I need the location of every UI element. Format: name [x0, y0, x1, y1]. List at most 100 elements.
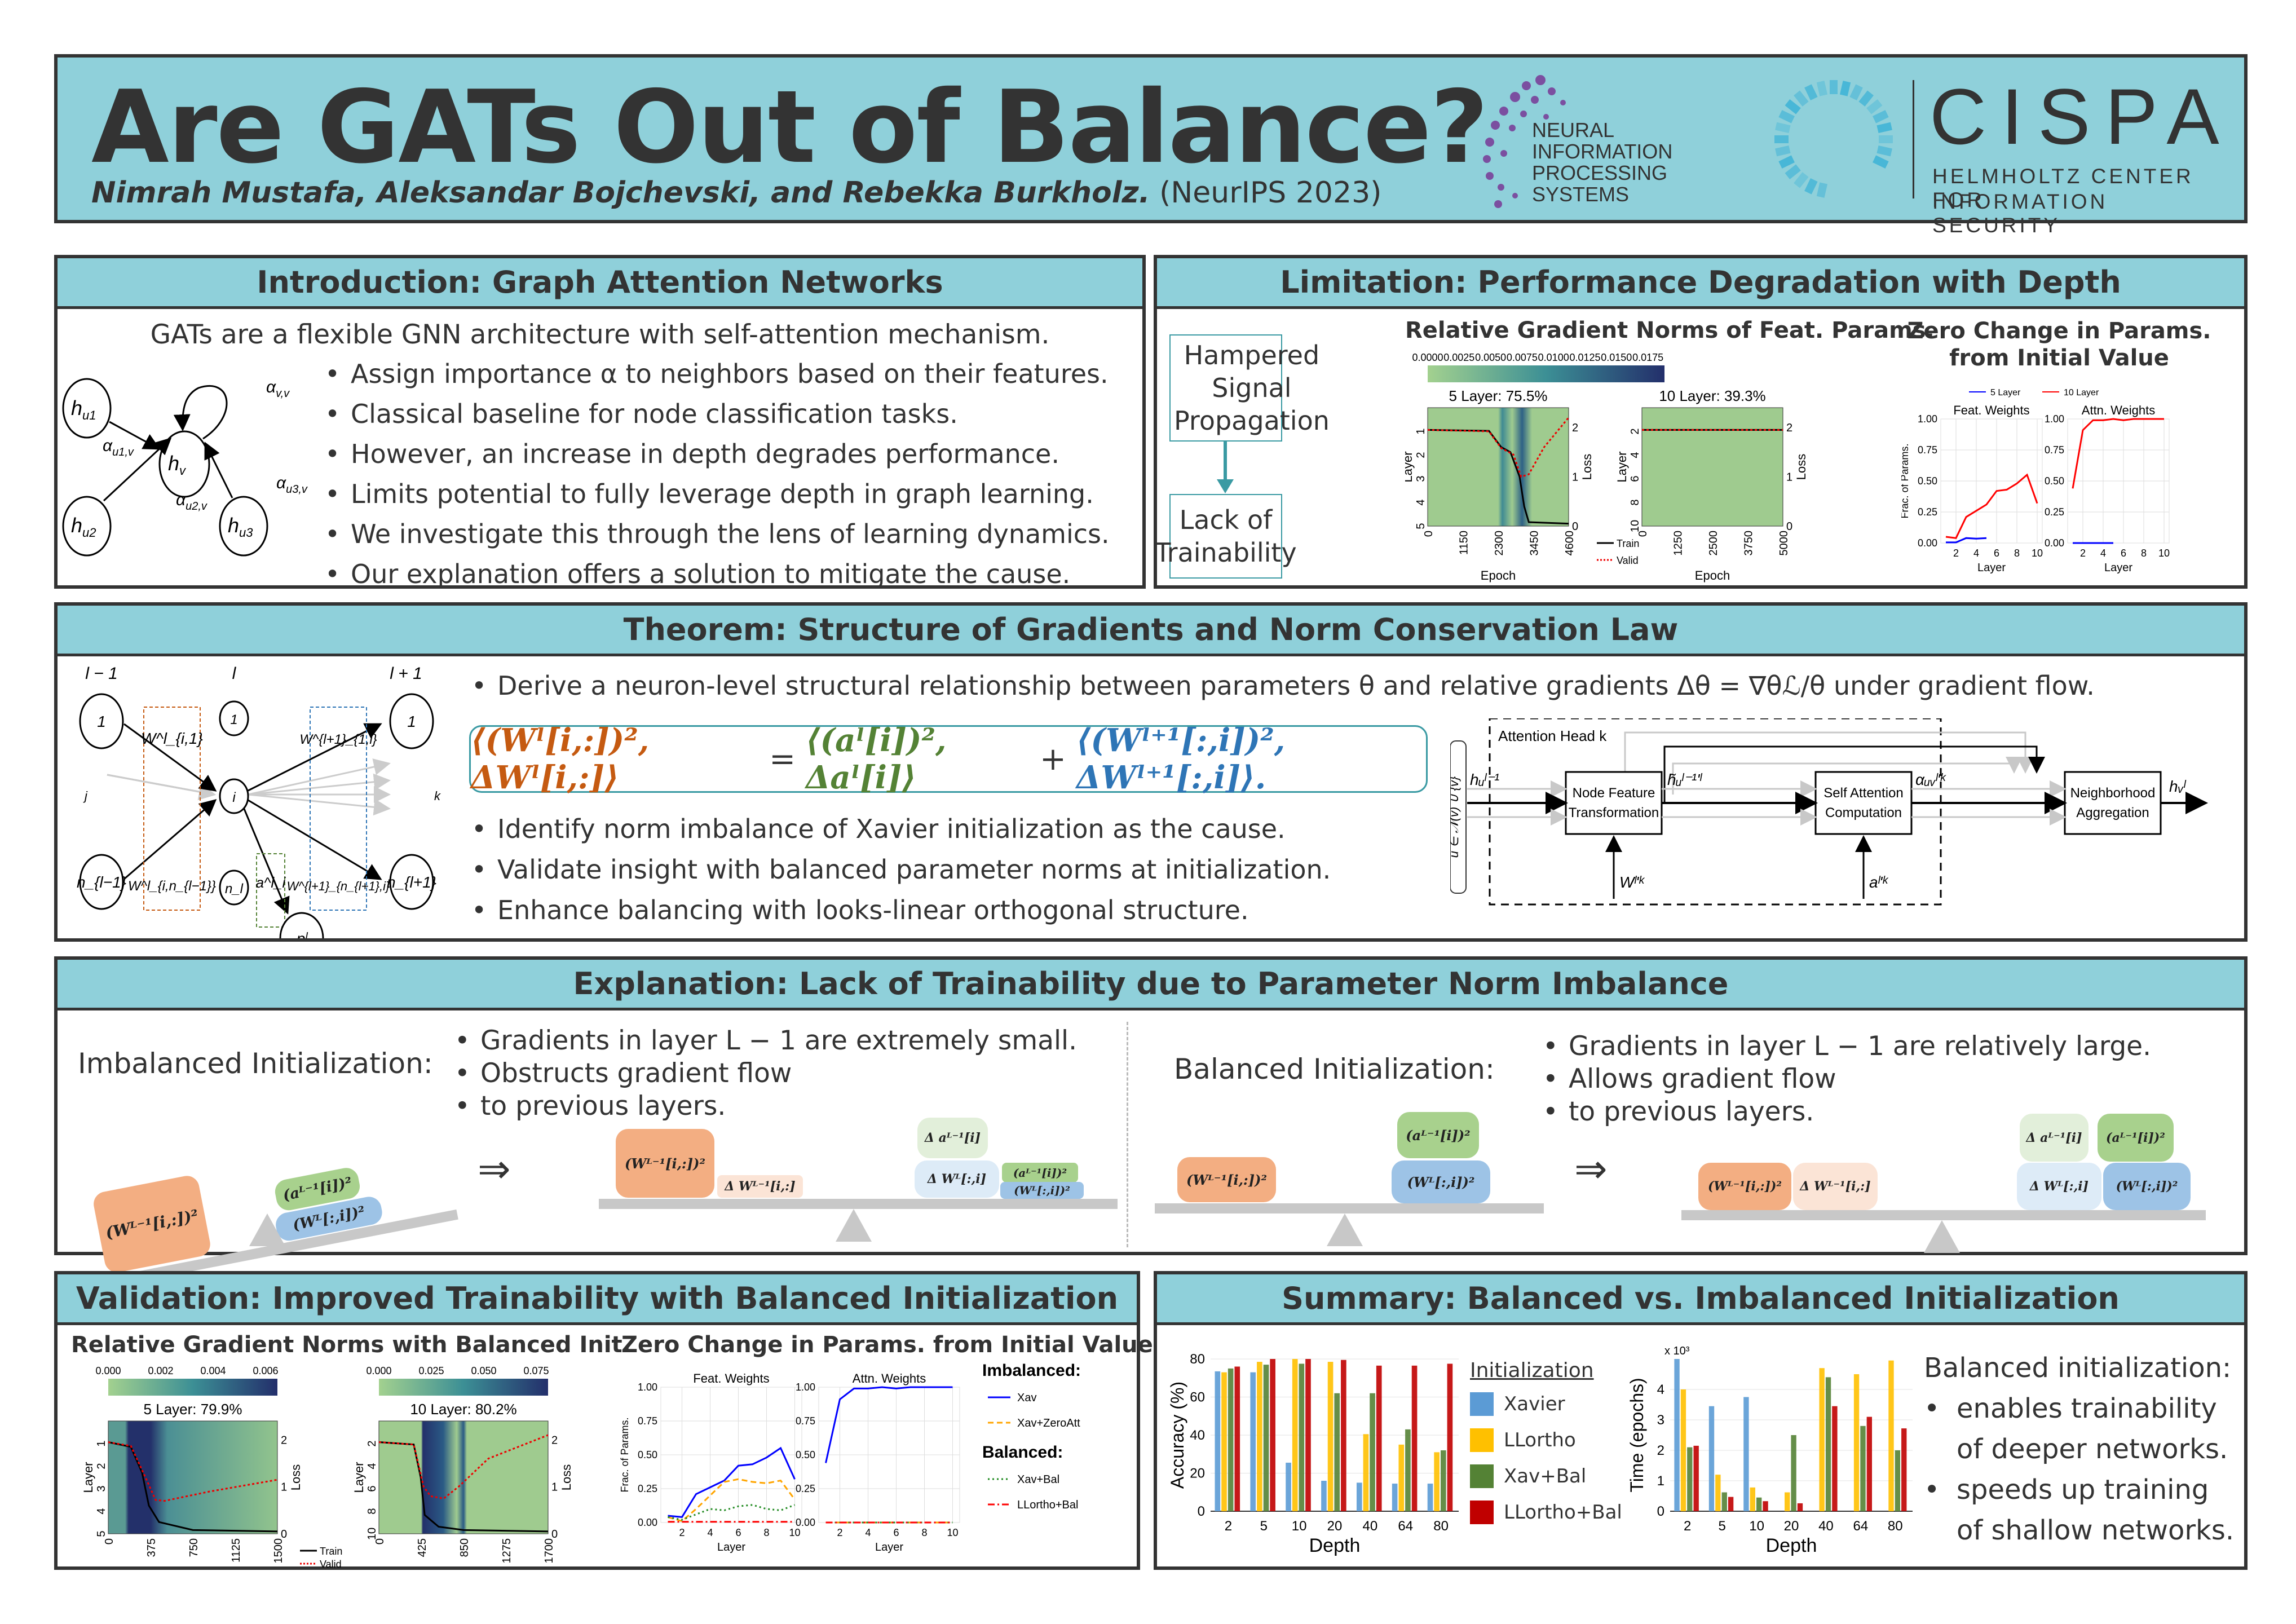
bar-llortho	[1434, 1452, 1440, 1511]
x-tick-label: 10	[2158, 548, 2170, 559]
svg-text:αu3,v: αu3,v	[276, 474, 308, 496]
panel-title: Attn. Weights	[2082, 403, 2155, 417]
block-a-grad: Δ aᴸ⁻¹[i]	[2020, 1114, 2089, 1162]
block-w-prev-norm: (Wᴸ⁻¹[i,:])²	[616, 1129, 714, 1198]
colorbar-tick-label: 0.002	[148, 1365, 173, 1376]
validation-heading: Validation: Improved Trainability with B…	[58, 1274, 1137, 1325]
cispa-subtitle-1: HELMHOLTZ CENTER FOR	[1932, 165, 2194, 211]
balanced-label: Balanced Initialization:	[1174, 1053, 1495, 1085]
legend-swatch	[1470, 1464, 1494, 1488]
limitation-heading: Limitation: Performance Degradation with…	[1157, 258, 2244, 309]
y2-tick-label: 0	[1786, 520, 1792, 533]
bar-xav-bal	[1440, 1450, 1446, 1511]
y2-tick-label: 2	[1786, 422, 1792, 434]
neuron-node	[279, 912, 324, 938]
series-line-10-layer	[1945, 473, 2038, 539]
intro-bullet: Assign importance α to neighbors based o…	[317, 354, 1110, 394]
x-tick-label: 5	[1718, 1519, 1725, 1534]
line-panel: Attn. Weights 0.00 0.25 0.50 0.75 1.00 2 4 6 8 10 L…	[796, 1371, 960, 1554]
series-line-10-layer	[2072, 418, 2164, 489]
x-tick-label: 8	[921, 1527, 927, 1538]
validation-heatmap-title: Relative Gradient Norms with Balanced In…	[71, 1332, 631, 1358]
bar-llortho-bal	[1901, 1428, 1907, 1511]
self-attention-computation-box	[1814, 771, 1913, 835]
neuron-label: n_{l−1}	[77, 873, 126, 891]
x-tick-label: 0	[1423, 531, 1435, 537]
validation-zero-change-chart: Feat. Weights 0.00 0.25 0.50 0.75 1.00 2 4 6 8 10 L…	[619, 1361, 1081, 1554]
y-axis-label: Frac. of Params.	[1901, 443, 1910, 518]
x-axis-label: Depth	[1766, 1535, 1817, 1556]
intro-bullet: However, an increase in depth degrades p…	[317, 434, 1110, 474]
bar-llortho	[1819, 1368, 1825, 1511]
line-panel: Feat. Weights 0.00 0.25 0.50 0.75 1.00 2 4 6 8 10 L…	[1901, 403, 2043, 574]
y-tick-label: 0.00	[2045, 537, 2064, 549]
y-tick-label: 4	[95, 1508, 108, 1514]
colorbar-tick-label: 0.0150	[1601, 352, 1632, 363]
x-tick-label: 80	[1433, 1519, 1449, 1534]
implies-arrow: ⇒	[1574, 1146, 1608, 1192]
plot-frame	[378, 1420, 549, 1534]
neuron-label: 1	[230, 712, 237, 727]
limitation-panel: Limitation: Performance Degradation with…	[1154, 255, 2248, 589]
y-tick-label: 2	[1415, 452, 1427, 458]
bar-xavier	[1708, 1406, 1715, 1511]
y2-tick-label: 2	[551, 1434, 558, 1446]
svg-text:αu2,v: αu2,v	[176, 491, 207, 513]
hampered-signal-box: Hampered Signal Propagation	[1169, 334, 1330, 442]
neurips-logo-line: SYSTEMS	[1532, 183, 1630, 206]
venue: (NeurIPS 2023)	[1159, 176, 1382, 210]
bar-llortho-bal	[1728, 1497, 1734, 1511]
series-line-5-layer	[1946, 537, 1987, 544]
colorbar	[1428, 365, 1664, 382]
y-tick-label: 6	[366, 1485, 378, 1491]
x-tick-label: 4600	[1564, 531, 1576, 556]
colorbar-tick-label: 0.025	[418, 1365, 444, 1376]
balanced-bullet-cont: to previous layers.	[1535, 1096, 2151, 1128]
bar-llortho-bal	[1797, 1503, 1803, 1511]
neurips-logo-line: NEURAL	[1532, 118, 1615, 142]
attention-head-label: Attention Head k	[1498, 727, 1607, 744]
y-tick-label: 0	[1198, 1504, 1205, 1519]
x-tick-label: 5000	[1778, 531, 1790, 556]
plot-frame	[1641, 407, 1783, 527]
neuron-node	[389, 693, 434, 749]
poster-title: Are GATs Out of Balance?	[91, 69, 1489, 186]
colorbar-tick-label: 0.0000	[1412, 352, 1443, 363]
y2-tick-label: 1	[1572, 471, 1578, 484]
loss-legend: Train Valid	[300, 1546, 342, 1568]
colorbar-tick-label: 0.004	[200, 1365, 226, 1376]
block-w-grad: Δ Wᴸ[:,i]	[2017, 1163, 2101, 1210]
balanced-bullet: Gradients in layer L − 1 are relatively …	[1535, 1030, 2151, 1063]
y-tick-label: 1.00	[2045, 413, 2064, 425]
y-tick-label: 4	[1415, 499, 1427, 505]
zero-change-title-line: from Initial Value	[1949, 345, 2169, 371]
x-tick-label: 2	[1953, 548, 1959, 559]
bar-llortho-bal	[1234, 1366, 1240, 1511]
colorbar-tick-label: 0.0100	[1538, 352, 1569, 363]
cispa-ring-segment	[1858, 90, 1874, 107]
bar-llortho-bal	[1866, 1416, 1873, 1511]
plot-frame	[1427, 407, 1569, 527]
bar-xav-bal	[1687, 1447, 1693, 1511]
cispa-ring-segment	[1785, 164, 1801, 179]
neuron-node	[219, 870, 249, 906]
x-tick-label: 64	[1853, 1519, 1869, 1534]
y-axis-label: Time (epochs)	[1627, 1378, 1647, 1492]
svg-text:αv,v: αv,v	[266, 378, 290, 400]
x-tick-label: 4	[865, 1527, 871, 1538]
x-tick-label: 2	[1684, 1519, 1691, 1534]
cispa-ring-segment	[1849, 84, 1863, 100]
heatmap-title: 10 Layer: 39.3%	[1659, 387, 1765, 404]
faint-edge	[107, 774, 216, 800]
bar-xav-bal	[1721, 1492, 1727, 1511]
equation-mid: ⟨(aˡ[i])², Δaˡ[i]⟩	[805, 722, 947, 796]
x-axis-label: Epoch	[1695, 568, 1730, 582]
neighborhood-aggregation-box	[2064, 771, 2162, 835]
y2-tick-label: 1	[551, 1481, 558, 1494]
layer-label: l	[232, 664, 237, 683]
colorbar-tick-label: 0.075	[523, 1365, 549, 1376]
implies-arrow: ⇒	[478, 1146, 511, 1192]
x-axis-label: Layer	[2104, 562, 2132, 574]
w-l-box	[143, 707, 201, 911]
y-tick-label: 0.00	[1918, 537, 1937, 549]
